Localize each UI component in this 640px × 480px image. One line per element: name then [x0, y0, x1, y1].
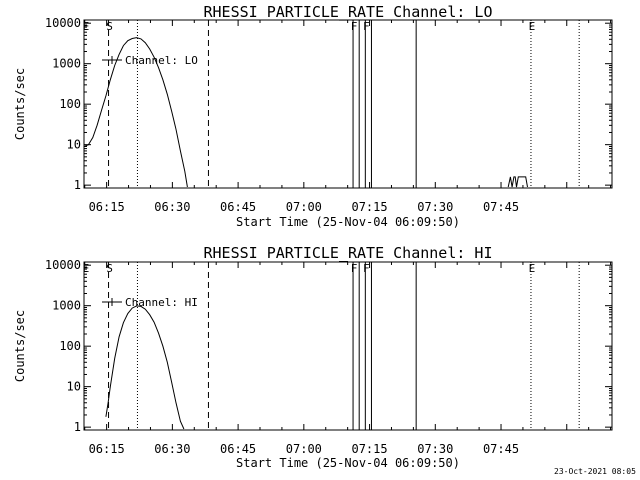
- generated-timestamp: 23-Oct-2021 08:05: [554, 467, 636, 476]
- y-tick-label: 100: [59, 339, 81, 353]
- plot-panel-2: RHESSI PARTICLE_RATE Channel: HI 06:15 06:…: [13, 244, 613, 470]
- series-line-2: [507, 176, 528, 188]
- x-tick-label: 07:30: [417, 442, 453, 456]
- legend-label: Channel: LO: [125, 54, 198, 67]
- chart-title: RHESSI PARTICLE_RATE Channel: LO: [204, 3, 493, 21]
- x-tick-label: 06:15: [89, 442, 125, 456]
- event-marker-label: E: [529, 20, 536, 33]
- x-tick-label: 07:00: [286, 200, 322, 214]
- event-marker-label: F: [351, 262, 358, 275]
- y-tick-label: 10000: [45, 258, 81, 272]
- event-marker-label: S: [106, 20, 113, 33]
- event-marker-label: F: [351, 20, 358, 33]
- x-tick-label: 07:00: [286, 442, 322, 456]
- y-tick-label: 10: [67, 380, 81, 394]
- event-marker-label: E: [83, 262, 90, 275]
- y-axis-label: Counts/sec: [13, 68, 27, 140]
- x-axis-label: Start Time (25-Nov-04 06:09:50): [236, 456, 460, 470]
- x-axis-label: Start Time (25-Nov-04 06:09:50): [236, 215, 460, 229]
- x-tick-label: 07:15: [351, 442, 387, 456]
- x-tick-label: 06:30: [154, 442, 190, 456]
- event-marker-label: F: [363, 262, 370, 275]
- x-tick-label: 06:45: [220, 442, 256, 456]
- plot-frame: [83, 19, 613, 189]
- y-tick-label: 1: [74, 178, 81, 192]
- x-tick-label: 07:15: [351, 200, 387, 214]
- event-marker-label: E: [529, 262, 536, 275]
- event-marker-label: F: [363, 20, 370, 33]
- plot-panel-1: RHESSI PARTICLE_RATE Channel: LO 06:15 06:…: [13, 3, 613, 229]
- event-marker-label: E: [83, 20, 90, 33]
- legend-label: Channel: HI: [125, 296, 198, 309]
- x-tick-label: 06:15: [89, 200, 125, 214]
- event-marker-label: S: [106, 262, 113, 275]
- y-tick-label: 10000: [45, 16, 81, 30]
- x-tick-label: 07:45: [483, 442, 519, 456]
- x-tick-label: 07:30: [417, 200, 453, 214]
- series-line-1: [105, 305, 185, 430]
- y-tick-label: 10: [67, 138, 81, 152]
- y-axis-label: Counts/sec: [13, 310, 27, 382]
- x-tick-label: 06:45: [220, 200, 256, 214]
- x-tick-label: 06:30: [154, 200, 190, 214]
- y-tick-label: 1000: [52, 57, 81, 71]
- chart-title: RHESSI PARTICLE_RATE Channel: HI: [204, 244, 493, 262]
- series-line-1: [84, 37, 188, 188]
- y-tick-label: 1: [74, 420, 81, 434]
- y-tick-label: 1000: [52, 299, 81, 313]
- y-tick-label: 100: [59, 97, 81, 111]
- x-tick-label: 07:45: [483, 200, 519, 214]
